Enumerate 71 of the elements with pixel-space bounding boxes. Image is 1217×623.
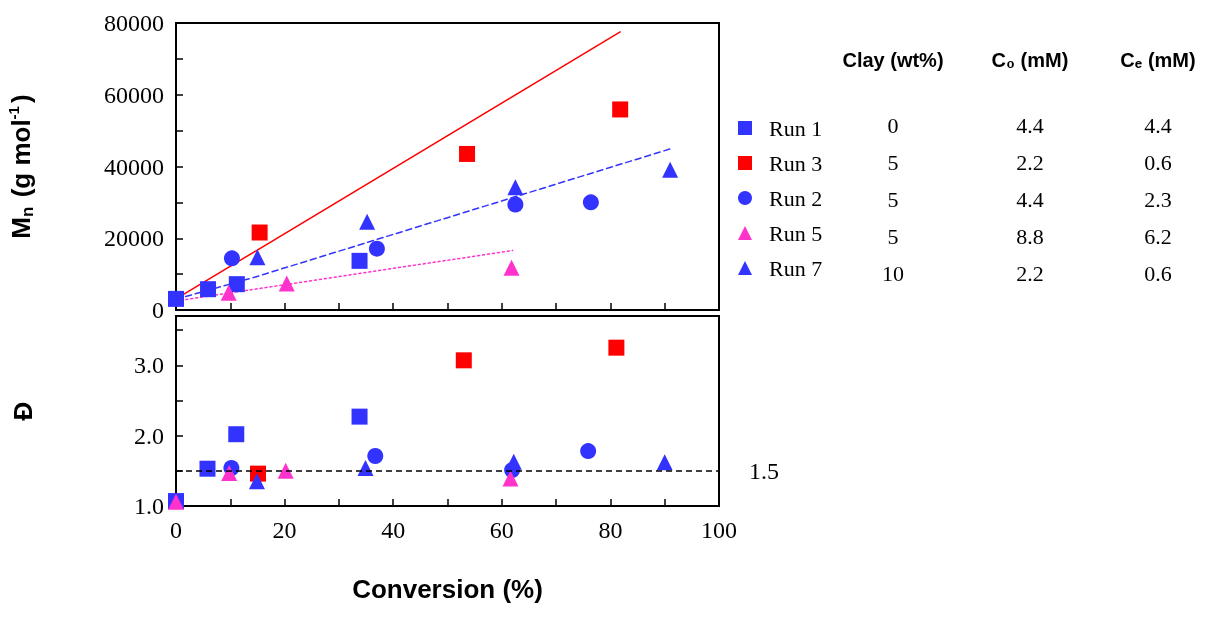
x-tick-label: 0 xyxy=(170,517,182,543)
y-tick-label: 40000 xyxy=(104,153,164,180)
point xyxy=(580,443,597,460)
point xyxy=(200,281,217,298)
text: 4.4 xyxy=(1144,112,1172,138)
text: 5 xyxy=(887,149,899,175)
text: 5 xyxy=(887,186,899,212)
x-tick-label: 80 xyxy=(598,517,623,543)
x-tick-label: 60 xyxy=(489,517,514,543)
text: 2.2 xyxy=(1016,260,1044,286)
legend-label: Run 7 xyxy=(769,255,823,281)
point xyxy=(220,284,237,301)
text: 2.2 xyxy=(1016,149,1044,175)
point xyxy=(228,276,245,293)
legend-label: Run 5 xyxy=(769,220,823,246)
text: 6.2 xyxy=(1144,223,1172,249)
x-tick-label: 20 xyxy=(272,517,297,543)
point xyxy=(368,240,385,257)
text: 8.8 xyxy=(1016,223,1044,249)
point xyxy=(351,252,368,269)
text: 5 xyxy=(887,223,899,249)
text: Cₑ (mM) xyxy=(1120,49,1196,71)
point xyxy=(351,408,368,425)
text: 2.3 xyxy=(1144,186,1172,212)
point xyxy=(223,250,240,267)
legend-label: Run 3 xyxy=(769,150,823,176)
point xyxy=(612,101,629,118)
text: Clay (wt%) xyxy=(842,49,944,71)
y-tick-label: 0 xyxy=(152,297,164,323)
x-tick-label: 100 xyxy=(701,517,737,543)
x-tick-label: 40 xyxy=(381,517,406,543)
point xyxy=(359,213,376,230)
point xyxy=(503,259,520,276)
text: 0.6 xyxy=(1144,149,1172,175)
y-tick-label: 80000 xyxy=(104,10,164,36)
point xyxy=(228,426,245,443)
ref-line-label: 1.5 xyxy=(749,457,779,484)
point xyxy=(507,179,524,196)
point xyxy=(662,161,679,178)
point xyxy=(251,224,268,241)
x-axis-title: Conversion (%) xyxy=(352,574,543,604)
point xyxy=(502,470,519,487)
point xyxy=(168,290,184,307)
text: 0.6 xyxy=(1144,260,1172,286)
text: 0 xyxy=(887,112,899,138)
point xyxy=(608,339,625,356)
y-tick-label: 2.0 xyxy=(134,422,164,449)
point xyxy=(248,473,265,490)
y-tick-label: 60000 xyxy=(104,81,164,108)
y-tick-label: 3.0 xyxy=(134,352,164,379)
point xyxy=(278,275,295,292)
y-axis-title: Đ xyxy=(8,401,38,421)
text: 4.4 xyxy=(1016,186,1044,212)
text: C₀ (mM) xyxy=(991,49,1069,71)
legend-label: Run 1 xyxy=(769,115,823,141)
point xyxy=(507,196,524,213)
point xyxy=(277,462,294,479)
point xyxy=(221,464,238,481)
point xyxy=(249,249,266,266)
text: 4.4 xyxy=(1016,112,1044,138)
point xyxy=(367,448,384,465)
legend-label: Run 2 xyxy=(769,185,823,211)
point xyxy=(459,145,476,162)
text: 10 xyxy=(882,260,904,286)
point xyxy=(582,194,599,211)
y-tick-label: 1.0 xyxy=(134,493,164,519)
y-axis-title: Mn (g mol-1) xyxy=(5,94,37,239)
y-tick-label: 20000 xyxy=(104,225,164,252)
point xyxy=(656,454,673,471)
point xyxy=(199,460,216,477)
point xyxy=(455,352,472,369)
